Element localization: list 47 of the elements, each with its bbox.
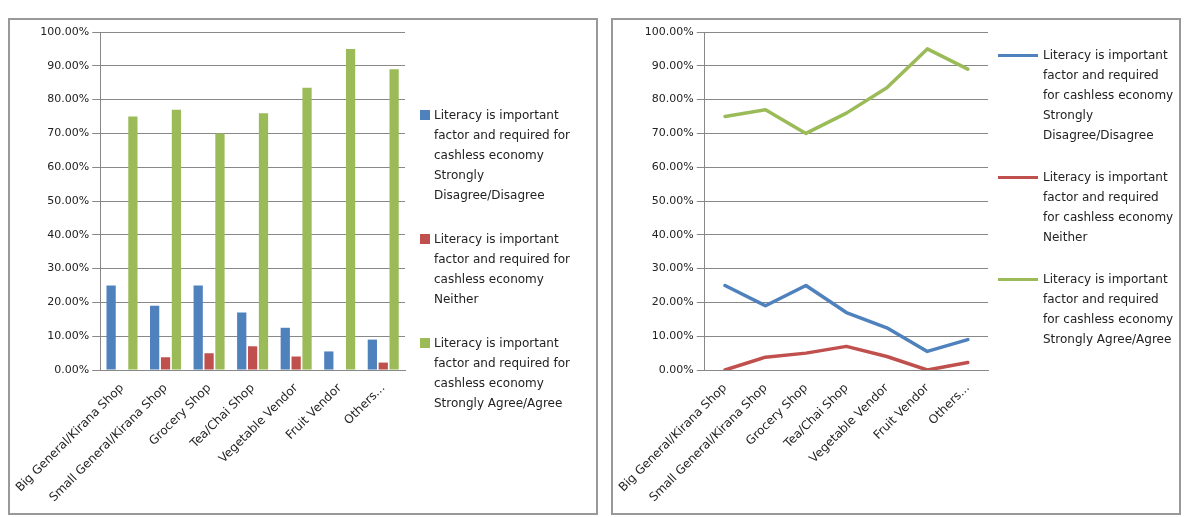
y-tick-label: 30.00% — [47, 261, 90, 275]
y-tick-label: 100.00% — [644, 24, 694, 38]
y-tick-label: 80.00% — [651, 92, 694, 106]
y-tick-label: 50.00% — [47, 193, 90, 207]
y-tick-label: 10.00% — [47, 329, 90, 343]
bar — [302, 87, 312, 370]
bar — [237, 312, 247, 370]
bar — [150, 305, 160, 370]
bar — [291, 356, 301, 370]
y-tick-label: 0.00% — [54, 362, 90, 376]
bar — [258, 113, 269, 370]
y-tick-label: 20.00% — [651, 295, 694, 309]
bar — [204, 353, 214, 370]
bar — [215, 133, 225, 370]
bar — [193, 285, 203, 370]
y-tick-label: 90.00% — [47, 58, 90, 72]
y-tick-label: 10.00% — [651, 329, 694, 343]
y-tick-label: 50.00% — [651, 193, 694, 207]
bar — [160, 357, 171, 370]
bar — [324, 351, 334, 370]
y-tick-label: 100.00% — [40, 24, 90, 38]
legend-label: Literacy is important factor and required for cashless economy Neither — [1043, 170, 1174, 244]
y-tick-label: 60.00% — [47, 160, 90, 174]
y-tick-label: 90.00% — [651, 58, 694, 72]
legend-label: Literacy is important factor and required for cashless economy Strongly Disagree/Disagree — [1043, 48, 1174, 142]
y-tick-label: 0.00% — [658, 362, 694, 376]
y-tick-label: 30.00% — [651, 261, 694, 275]
legend-label: Literacy is important factor and required for cashless economy Strongly Disagree/Disagree — [434, 108, 570, 202]
bar — [128, 116, 138, 370]
y-tick-label: 60.00% — [651, 160, 694, 174]
legend-label: Literacy is important factor and required for cashless economy Neither — [434, 232, 570, 306]
legend-label: Literacy is important factor and required for cashless economy Strongly Agree/Agree — [1043, 272, 1174, 346]
legend-label: Literacy is important factor and required for cashless economy Strongly Agree/Agree — [434, 336, 570, 410]
bar — [378, 362, 388, 370]
y-tick-label: 80.00% — [47, 92, 90, 106]
bar — [106, 285, 116, 370]
bar — [345, 48, 356, 370]
y-tick-label: 70.00% — [47, 126, 90, 140]
y-tick-label: 70.00% — [651, 126, 694, 140]
bar — [171, 109, 182, 370]
bar — [247, 346, 258, 370]
y-tick-label: 20.00% — [47, 295, 90, 309]
bar — [367, 339, 377, 370]
y-tick-label: 40.00% — [47, 227, 90, 241]
bar — [389, 69, 399, 370]
y-tick-label: 40.00% — [651, 227, 694, 241]
bar — [280, 327, 290, 370]
